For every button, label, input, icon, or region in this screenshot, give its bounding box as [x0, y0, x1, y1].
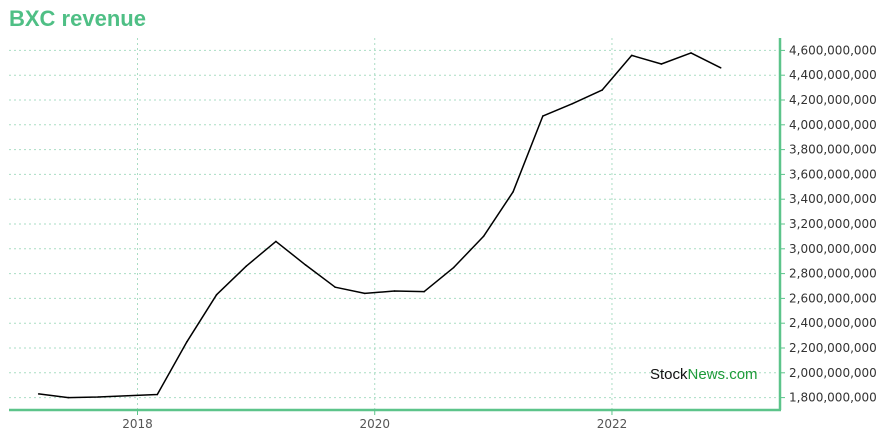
data-point: [67, 396, 70, 399]
watermark: StockNews.com: [650, 366, 758, 383]
data-point: [571, 102, 574, 105]
watermark-part-com: .com: [725, 366, 758, 383]
y-tick-label: 3,400,000,000: [789, 192, 877, 206]
y-tick-label: 3,800,000,000: [789, 143, 877, 157]
x-tick-label: 2018: [122, 417, 153, 431]
data-point: [97, 396, 99, 398]
data-point: [275, 240, 277, 243]
series: [37, 52, 722, 399]
watermark-part-stock: Stock: [650, 366, 688, 383]
data-point: [482, 235, 485, 238]
data-point: [186, 341, 188, 343]
y-tick-label: 2,400,000,000: [789, 316, 877, 330]
x-tick-label: 2022: [597, 417, 628, 431]
data-point: [37, 393, 40, 395]
y-tick-label: 4,400,000,000: [789, 68, 877, 82]
data-point: [126, 394, 129, 397]
y-tick-label: 2,800,000,000: [789, 267, 877, 281]
data-point: [719, 67, 722, 69]
data-point: [245, 265, 247, 268]
y-tick-label: 4,600,000,000: [789, 43, 877, 57]
y-tick-label: 4,200,000,000: [789, 93, 877, 107]
chart-title: BXC revenue: [9, 6, 146, 31]
data-point: [690, 52, 692, 54]
y-tick-labels: 1,800,000,000 2,000,000,000 2,200,000,000 2…: [789, 43, 877, 404]
y-tick-label: 2,200,000,000: [789, 341, 877, 355]
y-tick-label: 3,600,000,000: [789, 167, 877, 181]
data-point: [304, 264, 307, 266]
y-tick-label: 2,600,000,000: [789, 291, 877, 305]
data-point: [364, 292, 366, 295]
y-tick-label: 4,000,000,000: [789, 118, 877, 132]
data-point: [542, 115, 544, 117]
data-point: [660, 63, 663, 65]
x-tick-label: 2020: [359, 417, 390, 431]
y-tick-label: 3,200,000,000: [789, 217, 877, 231]
watermark-part-news: News: [688, 366, 726, 383]
data-point: [156, 393, 159, 396]
y-tick-label: 1,800,000,000: [789, 391, 877, 405]
data-point: [512, 191, 514, 193]
data-point: [393, 290, 396, 292]
y-tick-label: 2,000,000,000: [789, 366, 877, 380]
data-point: [630, 54, 633, 57]
data-point: [423, 290, 426, 293]
data-point: [453, 266, 455, 269]
y-tick-label: 3,000,000,000: [789, 242, 877, 256]
axes: [9, 38, 785, 415]
data-point: [601, 89, 603, 91]
data-point: [215, 293, 218, 296]
revenue-line: [38, 52, 722, 399]
x-tick-labels: 2018 2020 2022: [122, 417, 627, 431]
data-point: [334, 286, 337, 289]
grid: [9, 38, 780, 410]
